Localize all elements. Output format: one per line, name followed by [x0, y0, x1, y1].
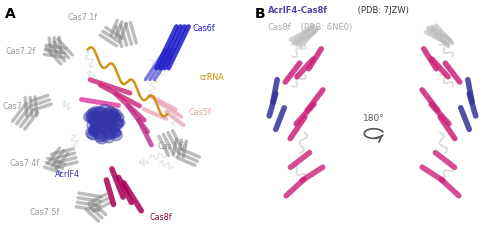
Text: Cas7.3f: Cas7.3f: [2, 102, 33, 111]
Text: B: B: [255, 7, 266, 21]
Circle shape: [100, 121, 108, 128]
Circle shape: [106, 112, 118, 123]
Circle shape: [100, 114, 114, 126]
Circle shape: [94, 112, 105, 122]
Text: AcrIF4: AcrIF4: [55, 169, 80, 179]
Circle shape: [96, 131, 108, 142]
Circle shape: [95, 132, 108, 144]
Text: Cas8f: Cas8f: [268, 23, 291, 32]
Circle shape: [108, 123, 118, 133]
Text: Cas7.2f: Cas7.2f: [5, 47, 36, 56]
Circle shape: [84, 113, 94, 122]
Circle shape: [108, 128, 118, 138]
Circle shape: [88, 108, 98, 117]
Circle shape: [105, 108, 118, 119]
Circle shape: [94, 132, 106, 142]
Circle shape: [93, 126, 106, 139]
Circle shape: [103, 120, 114, 130]
Circle shape: [111, 129, 120, 138]
Circle shape: [110, 110, 120, 119]
Circle shape: [86, 114, 96, 123]
Circle shape: [90, 112, 100, 121]
Text: Cas5f: Cas5f: [189, 108, 212, 117]
Circle shape: [104, 116, 117, 127]
Text: Cas8f: Cas8f: [150, 212, 172, 221]
Circle shape: [90, 120, 101, 129]
Circle shape: [114, 129, 121, 136]
Text: crRNA: crRNA: [200, 72, 225, 81]
Circle shape: [90, 107, 101, 117]
Circle shape: [108, 109, 119, 119]
Circle shape: [100, 113, 111, 123]
Circle shape: [99, 112, 112, 124]
Circle shape: [88, 114, 102, 126]
Circle shape: [104, 129, 115, 139]
Circle shape: [94, 115, 104, 123]
Circle shape: [102, 110, 112, 119]
Circle shape: [104, 107, 116, 117]
Circle shape: [98, 127, 106, 134]
Circle shape: [86, 109, 100, 122]
Text: A: A: [5, 7, 16, 21]
Circle shape: [88, 111, 96, 120]
Circle shape: [110, 113, 120, 121]
Circle shape: [89, 116, 102, 128]
Text: Cas7.1f: Cas7.1f: [68, 13, 98, 22]
Circle shape: [94, 120, 107, 132]
Text: AcrIF4-Cas8f: AcrIF4-Cas8f: [268, 6, 328, 15]
Circle shape: [98, 105, 112, 117]
Circle shape: [106, 114, 116, 123]
Circle shape: [104, 121, 112, 128]
Circle shape: [89, 126, 98, 135]
Circle shape: [98, 112, 108, 122]
Circle shape: [90, 128, 98, 136]
Circle shape: [88, 125, 101, 137]
Circle shape: [108, 109, 122, 121]
Circle shape: [90, 126, 100, 136]
Text: Cas7.6f: Cas7.6f: [158, 141, 188, 150]
Circle shape: [100, 125, 112, 137]
Circle shape: [102, 131, 116, 143]
Circle shape: [95, 124, 106, 134]
Text: 180°: 180°: [363, 113, 384, 123]
Circle shape: [94, 107, 107, 120]
Circle shape: [107, 122, 120, 134]
Circle shape: [94, 109, 108, 121]
Circle shape: [105, 124, 114, 132]
Circle shape: [110, 130, 122, 141]
Circle shape: [112, 120, 124, 130]
Text: Cas6f: Cas6f: [192, 24, 215, 33]
Text: Cas7.5f: Cas7.5f: [30, 207, 60, 216]
Text: Cas7.4f: Cas7.4f: [10, 158, 40, 167]
Circle shape: [92, 108, 106, 120]
Circle shape: [106, 132, 114, 140]
Circle shape: [90, 119, 101, 128]
Circle shape: [94, 121, 106, 131]
Text: (PDB: 7JZW): (PDB: 7JZW): [355, 6, 409, 15]
Circle shape: [88, 129, 100, 140]
Circle shape: [86, 128, 98, 139]
Circle shape: [96, 120, 104, 128]
Circle shape: [87, 120, 100, 131]
Text: (PDB: 6NE0): (PDB: 6NE0): [298, 23, 352, 32]
Circle shape: [117, 120, 125, 127]
Circle shape: [110, 115, 123, 128]
Circle shape: [114, 114, 124, 122]
Circle shape: [110, 119, 122, 130]
Circle shape: [106, 120, 117, 130]
